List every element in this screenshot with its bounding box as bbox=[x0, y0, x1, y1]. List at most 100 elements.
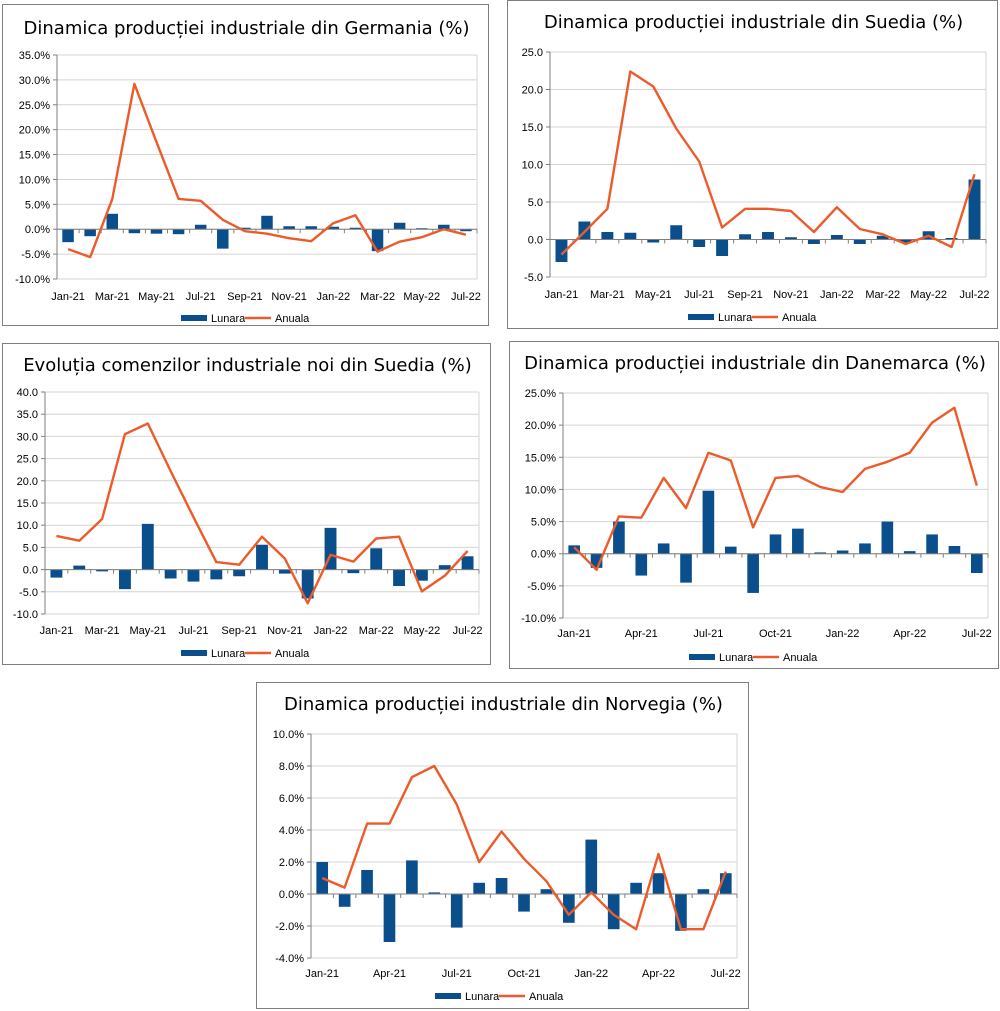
x-tick-label: Apr-21 bbox=[625, 628, 658, 640]
bar-lunara bbox=[601, 232, 614, 240]
bar-lunara bbox=[393, 222, 406, 230]
bar-lunara bbox=[256, 544, 268, 570]
y-tick-label: -10.0% bbox=[521, 613, 556, 625]
bar-lunara bbox=[406, 860, 418, 894]
bar-lunara bbox=[261, 215, 273, 230]
bar-lunara bbox=[371, 229, 384, 252]
x-tick-label: Jan-22 bbox=[826, 628, 860, 640]
x-tick-label: Apr-22 bbox=[893, 628, 926, 640]
bar-lunara bbox=[693, 239, 706, 247]
y-tick-label: 35.0 bbox=[17, 409, 38, 421]
x-tick-label: Jan-22 bbox=[316, 291, 350, 303]
x-tick-label: May-22 bbox=[404, 625, 441, 637]
y-tick-label: 2.0% bbox=[279, 857, 304, 869]
x-tick-label: Apr-21 bbox=[373, 968, 406, 980]
y-tick-label: -5.0% bbox=[527, 581, 556, 593]
x-tick-label: Jul-21 bbox=[186, 291, 216, 303]
x-tick-label: Mar-22 bbox=[865, 289, 900, 301]
chart-svg: Dinamica producției industriale din Sued… bbox=[522, 12, 990, 324]
y-tick-label: 0.0 bbox=[23, 565, 38, 577]
bar-lunara bbox=[716, 239, 729, 256]
y-tick-label: 5.0 bbox=[528, 197, 543, 209]
x-tick-label: Sep-21 bbox=[727, 289, 762, 301]
bar-lunara bbox=[518, 894, 530, 912]
bar-lunara bbox=[792, 528, 804, 554]
bar-lunara bbox=[370, 548, 383, 570]
bar-lunara bbox=[210, 569, 223, 580]
legend-label-lunara: Lunara bbox=[211, 313, 246, 325]
bar-lunara bbox=[647, 239, 660, 243]
y-tick-label: 8.0% bbox=[279, 761, 304, 773]
x-tick-label: May-22 bbox=[910, 289, 947, 301]
x-tick-label: May-21 bbox=[635, 289, 672, 301]
bar-lunara bbox=[624, 232, 637, 240]
bar-lunara bbox=[338, 894, 351, 907]
x-tick-label: Oct-21 bbox=[507, 968, 540, 980]
y-tick-label: 10.0% bbox=[273, 729, 304, 741]
bar-lunara bbox=[383, 894, 396, 942]
x-tick-label: Jul-21 bbox=[442, 968, 472, 980]
bar-lunara bbox=[702, 490, 715, 554]
y-tick-label: 6.0% bbox=[279, 793, 304, 805]
x-tick-label: Jul-22 bbox=[962, 628, 992, 640]
legend-label-anuala: Anuala bbox=[783, 652, 818, 664]
bar-lunara bbox=[948, 546, 961, 554]
chart-title: Dinamica producției industriale din Germ… bbox=[24, 18, 470, 39]
bar-lunara bbox=[635, 553, 648, 576]
chart-title: Dinamica producției industriale din Norv… bbox=[284, 694, 723, 715]
x-tick-label: Nov-21 bbox=[271, 291, 306, 303]
bar-lunara bbox=[73, 565, 86, 570]
bar-lunara bbox=[438, 565, 451, 570]
bar-lunara bbox=[187, 569, 200, 582]
bar-lunara bbox=[613, 521, 625, 554]
legend-label-anuala: Anuala bbox=[275, 648, 310, 660]
bar-lunara bbox=[762, 232, 774, 240]
bar-lunara bbox=[675, 894, 687, 931]
chart-danemarca: Dinamica producției industriale din Dane… bbox=[509, 341, 999, 669]
bar-lunara bbox=[347, 569, 360, 574]
legend-swatch-lunara bbox=[688, 314, 714, 320]
bar-lunara bbox=[461, 556, 474, 570]
line-anuala bbox=[573, 406, 978, 572]
y-tick-label: -5.0 bbox=[524, 272, 543, 284]
x-tick-label: Mar-22 bbox=[359, 625, 394, 637]
bar-lunara bbox=[301, 569, 314, 599]
bar-lunara bbox=[876, 235, 889, 240]
bar-lunara bbox=[747, 553, 759, 593]
legend-swatch-lunara bbox=[181, 650, 207, 656]
bar-lunara bbox=[217, 229, 229, 249]
bar-lunara bbox=[62, 229, 74, 243]
line-anuala bbox=[321, 764, 727, 931]
bar-lunara bbox=[859, 543, 871, 554]
bar-lunara bbox=[903, 551, 916, 554]
y-tick-label: 20.0% bbox=[19, 125, 50, 137]
x-tick-label: Jan-22 bbox=[314, 625, 348, 637]
bar-lunara bbox=[657, 543, 670, 554]
chart-comenzi-suedia: Evoluția comenzilor industriale noi din … bbox=[2, 343, 491, 665]
bar-lunara bbox=[324, 527, 337, 570]
bar-lunara bbox=[607, 894, 620, 930]
y-tick-label: 20.0 bbox=[522, 85, 543, 97]
x-tick-label: Nov-21 bbox=[267, 625, 302, 637]
y-tick-label: 0.0% bbox=[279, 889, 304, 901]
bar-lunara bbox=[495, 878, 508, 894]
bar-lunara bbox=[305, 226, 317, 230]
bar-lunara bbox=[283, 226, 295, 230]
bar-lunara bbox=[585, 839, 598, 894]
bar-lunara bbox=[50, 569, 63, 578]
y-tick-label: 25.0% bbox=[525, 388, 556, 400]
y-tick-label: 10.0% bbox=[19, 174, 50, 186]
y-tick-label: 25.0 bbox=[522, 47, 543, 59]
chart-germania: Dinamica producției industriale din Germ… bbox=[2, 4, 489, 326]
bar-lunara bbox=[128, 229, 141, 234]
chart-title: Dinamica producției industriale din Dane… bbox=[524, 353, 986, 374]
x-tick-label: Jul-21 bbox=[684, 289, 714, 301]
y-tick-label: 4.0% bbox=[279, 825, 304, 837]
x-tick-label: Jan-22 bbox=[820, 289, 854, 301]
y-tick-label: -10.0% bbox=[15, 274, 50, 286]
bar-lunara bbox=[473, 882, 485, 894]
chart-title: Evoluția comenzilor industriale noi din … bbox=[23, 355, 472, 376]
bar-lunara bbox=[194, 224, 207, 230]
legend-label-lunara: Lunara bbox=[211, 648, 246, 660]
bar-lunara bbox=[428, 892, 441, 894]
